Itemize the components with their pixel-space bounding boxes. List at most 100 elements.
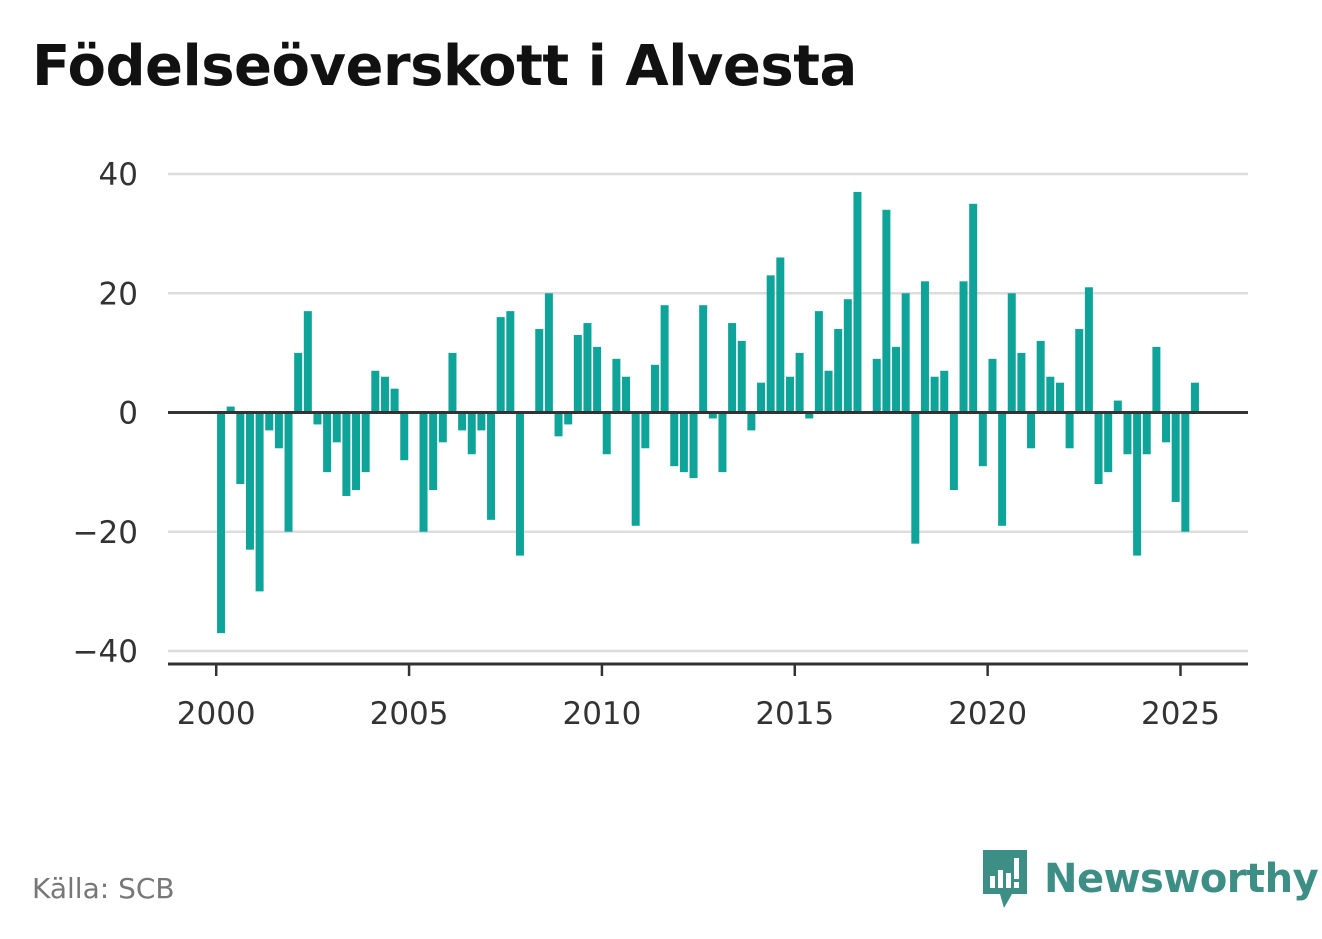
bar — [564, 412, 573, 425]
bar — [515, 412, 524, 556]
bar — [728, 323, 737, 413]
bar — [1152, 346, 1161, 413]
bar — [940, 370, 949, 413]
bar — [911, 412, 920, 544]
bar — [438, 412, 447, 443]
bar — [959, 281, 968, 413]
bar — [361, 412, 370, 473]
bar — [323, 412, 332, 473]
brand-name: Newsworthy — [1044, 856, 1319, 902]
axes — [168, 411, 1248, 666]
bar — [535, 329, 544, 413]
bar — [785, 376, 794, 413]
bar — [1046, 376, 1055, 413]
bar — [824, 370, 833, 413]
bar — [467, 412, 476, 455]
bar — [1113, 400, 1122, 413]
bar — [660, 305, 669, 413]
bar — [390, 388, 399, 413]
grid-lines — [168, 172, 1248, 653]
x-tick-label: 2015 — [755, 696, 834, 732]
x-tick-label: 2000 — [177, 696, 256, 732]
y-tick-label: 20 — [99, 276, 138, 312]
bar — [303, 311, 312, 413]
bar — [708, 412, 717, 419]
bar — [641, 412, 650, 449]
bar — [1094, 412, 1103, 485]
bar — [236, 412, 245, 485]
bar — [689, 412, 698, 479]
bar — [747, 412, 756, 431]
bar — [679, 412, 688, 473]
x-tick-label: 2005 — [370, 696, 449, 732]
bar — [622, 376, 631, 413]
bar — [920, 281, 929, 413]
bar — [737, 340, 746, 413]
bar — [400, 412, 409, 461]
bar — [978, 412, 987, 467]
bar — [776, 257, 785, 413]
x-tick-label: 2020 — [948, 696, 1027, 732]
bar — [814, 311, 823, 413]
bar — [1036, 340, 1045, 413]
bar — [1065, 412, 1074, 449]
y-axis-ticks: 40 20 0 −20 −40 — [73, 157, 138, 670]
bar — [843, 299, 852, 413]
bar — [217, 412, 226, 634]
bar — [573, 334, 582, 413]
bar — [458, 412, 467, 431]
bar — [593, 346, 602, 413]
bar — [342, 412, 351, 496]
y-tick-label: 40 — [99, 157, 138, 193]
bar — [1142, 412, 1151, 455]
bar — [602, 412, 611, 455]
x-tick-label: 2025 — [1141, 696, 1220, 732]
y-tick-label: −20 — [73, 515, 138, 551]
bar — [332, 412, 341, 443]
bar — [631, 412, 640, 526]
bar — [757, 382, 766, 413]
bar — [930, 376, 939, 413]
bar — [1084, 287, 1093, 413]
chart-title: Födelseöverskott i Alvesta — [32, 34, 857, 99]
bar — [274, 412, 283, 449]
bar — [853, 191, 862, 413]
bar — [901, 293, 910, 413]
bar — [1075, 329, 1084, 413]
bar — [699, 305, 708, 413]
bar — [795, 352, 804, 413]
bar — [226, 406, 235, 413]
y-tick-label: −40 — [73, 634, 138, 670]
bar — [1162, 412, 1171, 443]
bar — [371, 370, 380, 413]
bar — [245, 412, 254, 550]
bar — [313, 412, 322, 425]
x-tick-label: 2010 — [562, 696, 641, 732]
bars — [217, 191, 1199, 634]
bar — [988, 358, 997, 413]
bar — [1181, 412, 1190, 532]
bar — [265, 412, 274, 431]
bar — [1133, 412, 1142, 556]
bar — [1007, 293, 1016, 413]
bar — [1190, 382, 1199, 413]
bar — [487, 412, 496, 520]
bar — [834, 329, 843, 413]
bar — [419, 412, 428, 532]
bar — [766, 275, 775, 413]
bar — [882, 209, 891, 413]
bar — [284, 412, 293, 532]
bar — [998, 412, 1007, 526]
bar — [496, 317, 505, 413]
bar — [352, 412, 361, 491]
bar — [554, 412, 563, 437]
bar — [583, 323, 592, 413]
bar — [969, 203, 978, 413]
brand-logo: Newsworthy — [980, 848, 1319, 910]
bar — [294, 352, 303, 413]
bar — [1027, 412, 1036, 449]
bar — [1171, 412, 1180, 502]
bar — [429, 412, 438, 491]
x-axis-ticks: 2000 2005 2010 2015 2020 2025 — [177, 664, 1220, 732]
bar — [612, 358, 621, 413]
